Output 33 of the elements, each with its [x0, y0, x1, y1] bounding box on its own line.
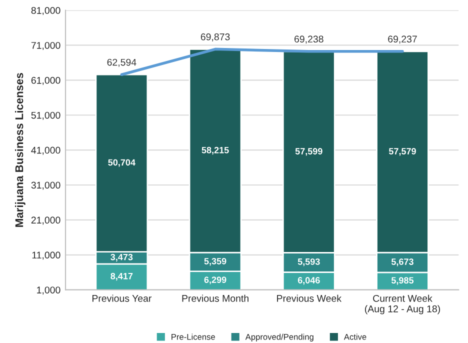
legend-label: Active — [344, 334, 366, 340]
y-tick-label: 31,000 — [31, 182, 60, 190]
legend-label: Approved/Pending — [245, 334, 314, 342]
data-label: 57,579 — [388, 148, 416, 156]
y-axis-title: Marijuana Business Licenses — [15, 73, 26, 227]
data-label: 69,237 — [388, 36, 417, 44]
data-label: 3,473 — [110, 254, 133, 262]
y-tick-label: 41,000 — [31, 146, 60, 155]
data-label: 6,299 — [204, 276, 226, 284]
data-label: 5,359 — [204, 258, 226, 266]
data-label: 8,417 — [110, 272, 133, 281]
y-tick-label: 21,000 — [31, 216, 60, 225]
data-label: 5,985 — [391, 277, 414, 285]
x-tick-label: Previous Week — [277, 294, 342, 302]
legend-label: Pre-License — [172, 334, 215, 340]
data-label: 69,873 — [200, 33, 230, 42]
x-tick-label: Current Week (Aug 12 - Aug 18) — [364, 294, 440, 314]
data-label: 6,046 — [298, 277, 320, 285]
x-tick-label: Previous Month — [182, 294, 248, 302]
data-label: 58,215 — [202, 146, 229, 155]
y-tick-label: 81,000 — [31, 7, 60, 16]
y-tick-label: 71,000 — [31, 42, 60, 50]
data-label: 5,673 — [391, 258, 414, 266]
data-label: 62,594 — [107, 58, 136, 67]
y-tick-label: 1,000 — [37, 286, 60, 295]
data-label: 50,704 — [108, 159, 136, 167]
y-tick-label: 61,000 — [31, 76, 60, 85]
y-tick-label: 11,000 — [32, 252, 60, 260]
y-tick-label: 51,000 — [31, 112, 60, 120]
x-tick-label: Previous Year — [92, 294, 152, 302]
data-label: 5,593 — [298, 258, 320, 266]
data-label: 69,238 — [294, 36, 324, 44]
data-label: 57,599 — [295, 148, 322, 156]
